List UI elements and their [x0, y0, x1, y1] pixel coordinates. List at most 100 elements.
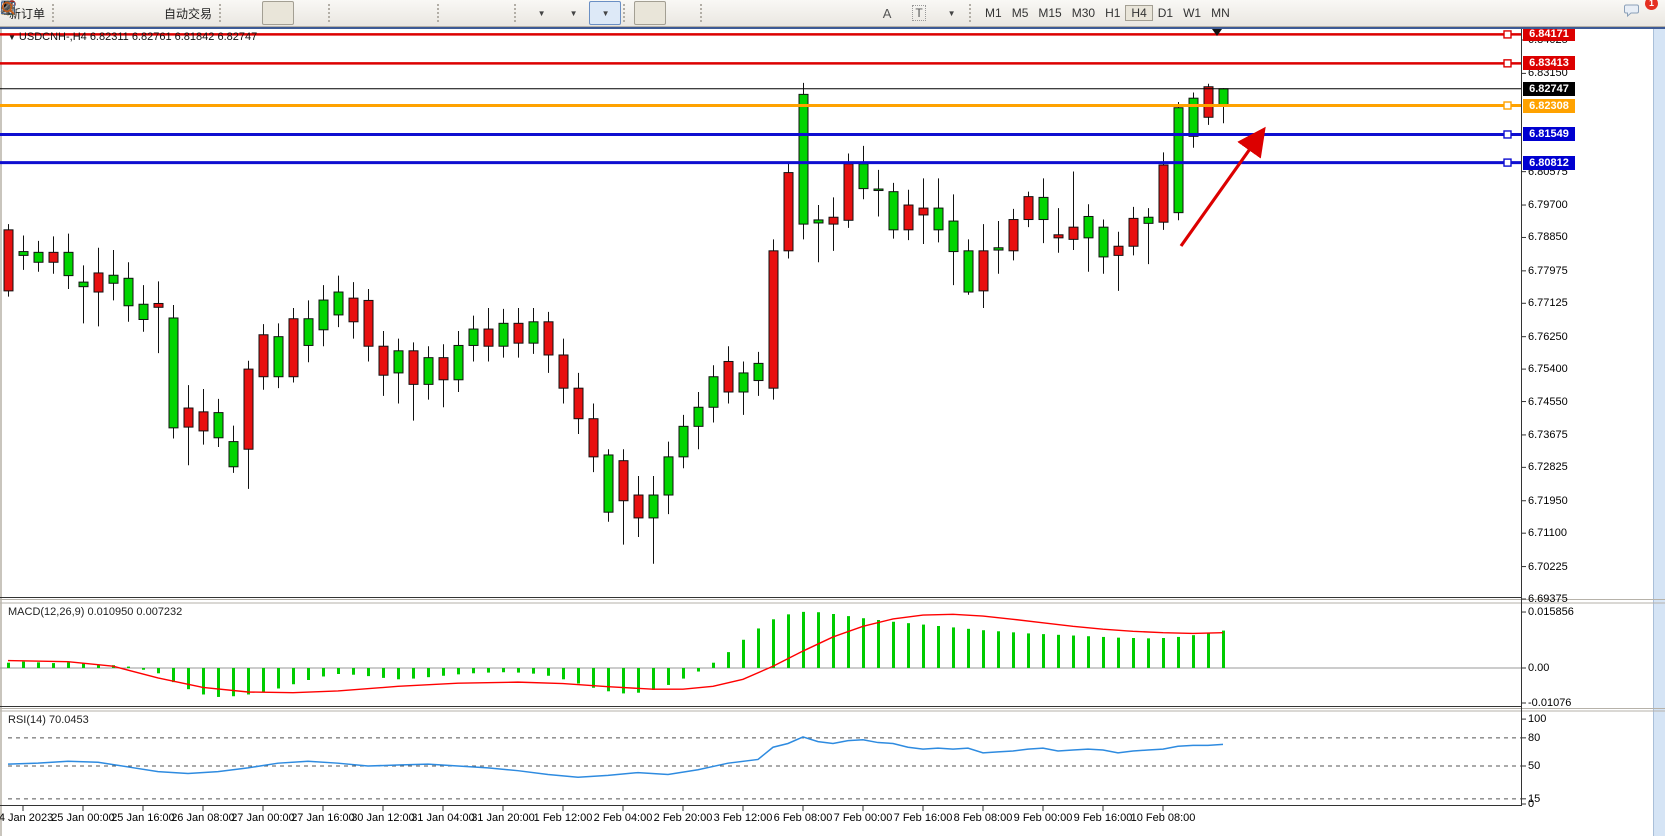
market-watch-button[interactable] [1, 0, 95, 25]
candle-bull [228, 441, 239, 468]
time-axis-label: 10 Feb 08:00 [1130, 812, 1196, 824]
candle-bull [648, 494, 659, 519]
hline-handle[interactable] [1503, 130, 1512, 139]
candle-bear [1158, 164, 1169, 223]
rsi-tick-label: 50 [1528, 760, 1541, 772]
auto-scroll-button[interactable] [2, 1, 480, 25]
indicators-button[interactable]: ▼ [1, 1, 557, 25]
rsi-tick-label: 15 [1528, 792, 1541, 805]
toolbar-grip [700, 4, 707, 22]
hline-handle[interactable] [1503, 158, 1512, 167]
dropdown-caret: ▼ [601, 8, 610, 18]
macd-tick-label: 0.00 [1528, 662, 1550, 674]
candle-bear [48, 251, 59, 263]
horizontal-line-button[interactable] [1, 1, 775, 25]
hline-handle[interactable] [1503, 30, 1512, 39]
data-window-button[interactable] [1, 1, 127, 25]
candle-bear [258, 334, 269, 378]
rsi-tick-label: 80 [1528, 731, 1541, 744]
candle-bear [828, 216, 839, 225]
candle-bull [873, 188, 884, 192]
zoom-in-button[interactable] [1, 1, 371, 25]
toolbar-grip [219, 4, 226, 22]
candle-bull [933, 207, 944, 231]
chat-bubble-icon [1624, 4, 1639, 18]
tf-button-h1[interactable]: H1 [1105, 6, 1121, 20]
label-tool-button[interactable]: T [903, 1, 935, 25]
periods-button[interactable]: ▼ [1, 1, 589, 25]
price-tick-label: 6.77975 [1528, 264, 1568, 277]
candle-bear [153, 302, 164, 308]
chart-shift-button[interactable] [3, 1, 512, 25]
candle-bull [1098, 226, 1109, 258]
line-chart-button[interactable] [1, 1, 326, 25]
toolbar-grip [623, 4, 630, 22]
dropdown-caret: ▼ [947, 8, 956, 18]
text-tool-button[interactable]: A [871, 1, 903, 25]
tf-button-m30[interactable]: M30 [1071, 6, 1096, 20]
candle-bull [1038, 196, 1049, 221]
candle-bear [633, 494, 644, 519]
candle-bear [438, 357, 449, 381]
candle-bull [1173, 107, 1184, 214]
candle-bull [738, 372, 749, 393]
candle-bull [948, 220, 959, 253]
price-tick-label: 6.73675 [1528, 428, 1568, 441]
hline-handle[interactable] [1503, 101, 1512, 110]
macd-label: MACD(12,26,9) 0.010950 0.007232 [8, 606, 183, 618]
toolbar-grip [969, 4, 976, 22]
candle-bull [318, 299, 329, 331]
candle-bull [138, 303, 149, 321]
candle-bear [513, 322, 524, 344]
candle-bear [1068, 226, 1079, 240]
tf-button-d1[interactable]: D1 [1157, 6, 1174, 20]
dropdown-caret: ▼ [537, 8, 546, 18]
candle-bear [588, 418, 599, 458]
candle-bear [1113, 245, 1124, 256]
price-tick-label: 6.76250 [1528, 330, 1568, 343]
candle-bear [1023, 196, 1034, 221]
rsi-tick-label: 100 [1528, 713, 1547, 726]
window-scrollbar[interactable] [1653, 29, 1665, 836]
toolbar-group-scroll [2, 1, 512, 25]
equidistant-channel-button[interactable]: E [0, 1, 839, 25]
arrows-tool-button[interactable]: ▼ [2, 1, 967, 25]
notifications-button[interactable]: 1 [1623, 0, 1658, 25]
cursor-button[interactable] [4, 1, 667, 25]
candle-bear [1008, 219, 1019, 252]
trendline-button[interactable] [1, 1, 807, 25]
candle-bull [798, 93, 809, 225]
candle-bear [618, 460, 629, 502]
time-axis-label: 6 Feb 08:00 [773, 812, 833, 824]
trend-arrow-object[interactable] [1179, 126, 1266, 247]
tf-button-m15[interactable]: M15 [1038, 6, 1062, 20]
bar-chart-button[interactable] [2, 1, 262, 25]
tf-button-h4[interactable]: H4 [1125, 5, 1153, 21]
tf-button-m1[interactable]: M1 [985, 6, 1002, 20]
toolbar-group-indicators: ▼ ▼ ▼ [1, 1, 622, 25]
navigator-button[interactable] [1, 1, 159, 25]
crosshair-button[interactable] [1, 1, 698, 25]
templates-button[interactable]: ▼ [1, 1, 622, 25]
candlestick-chart-button[interactable] [2, 1, 295, 25]
price-tick-label: 6.78850 [1528, 231, 1568, 244]
zoom-out-button[interactable] [1, 1, 403, 25]
tile-windows-button[interactable] [2, 1, 435, 25]
candle-bull [78, 281, 89, 288]
candle-bull [678, 425, 689, 458]
time-axis-label: 31 Jan 20:00 [471, 812, 535, 824]
tf-button-m5[interactable]: M5 [1011, 6, 1029, 20]
toolbar-grip [437, 4, 444, 22]
auto-trading-button[interactable]: 自动交易 [1, 0, 217, 25]
hline-handle[interactable] [1503, 59, 1512, 68]
vertical-line-button[interactable] [6, 1, 743, 25]
candle-bull [528, 321, 539, 344]
tf-button-w1[interactable]: W1 [1183, 6, 1202, 20]
tf-button-mn[interactable]: MN [1211, 6, 1230, 20]
price-badge: 6.81549 [1523, 127, 1575, 142]
fibonacci-button[interactable]: F [2, 1, 871, 25]
price-tick-label: 6.77125 [1528, 297, 1568, 310]
search-button[interactable] [1, 1, 1623, 25]
toolbar-group-objects: E F A T ▼ [0, 1, 967, 25]
